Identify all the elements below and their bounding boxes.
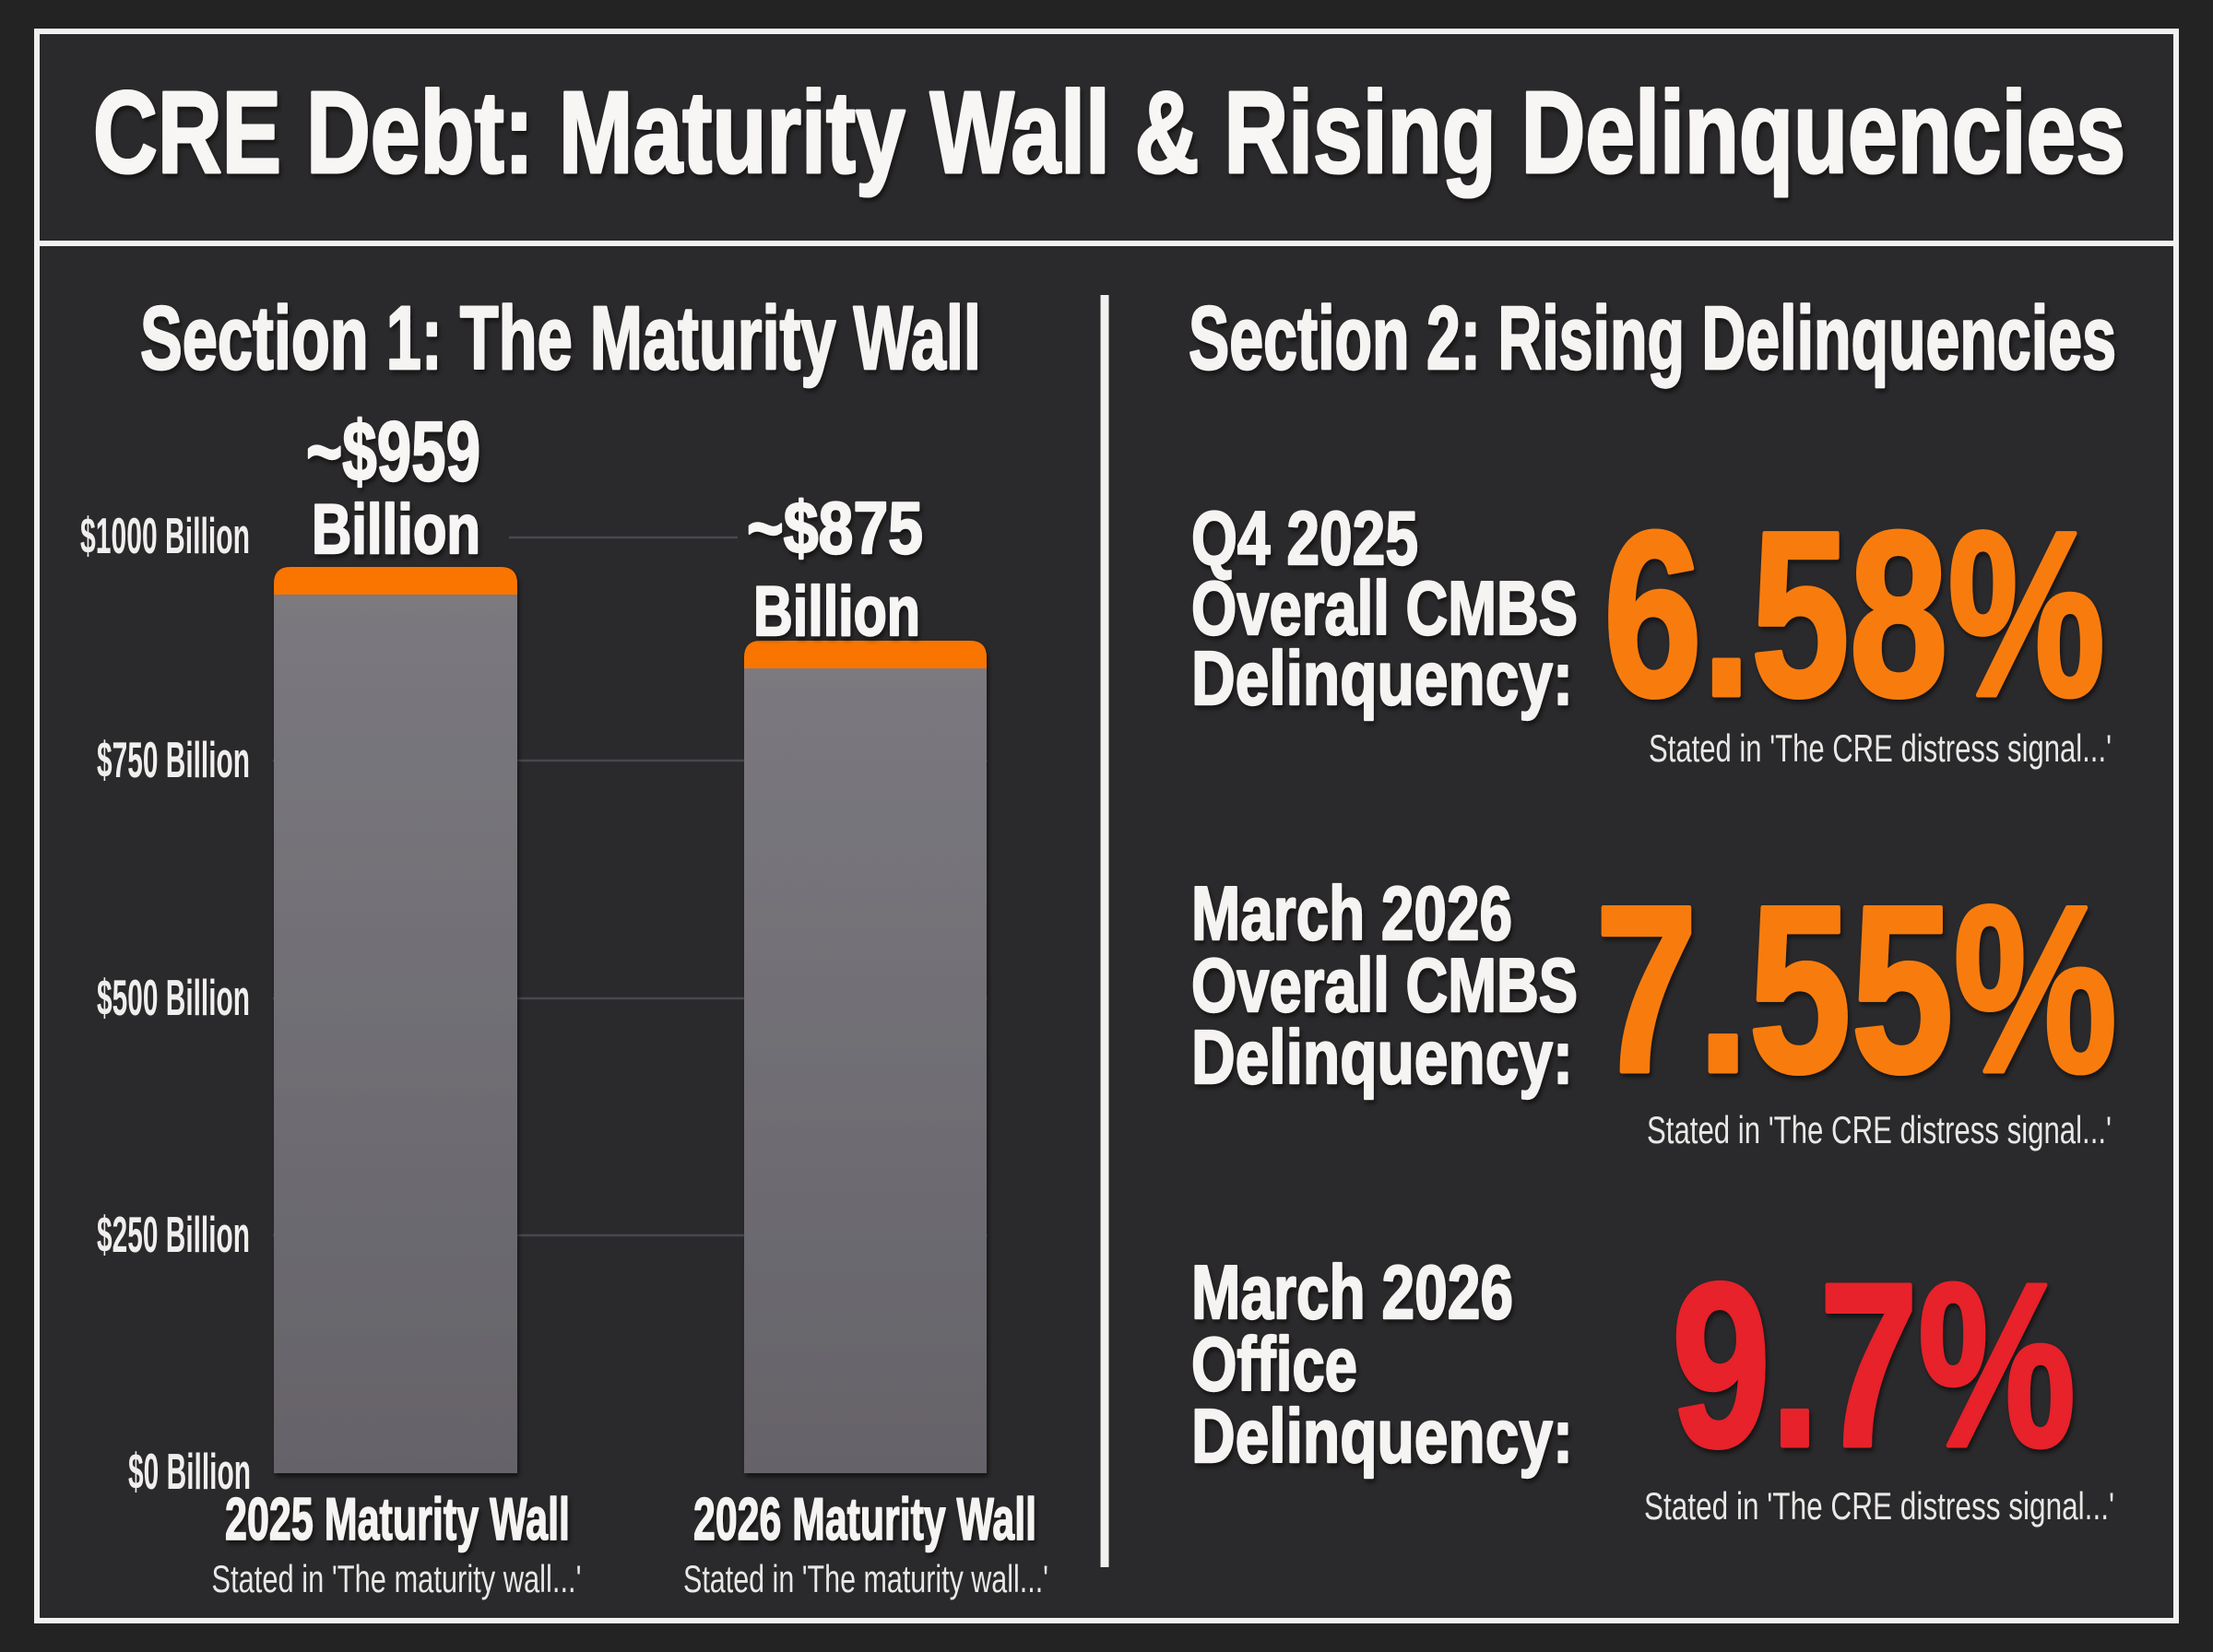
svg-text:Q4 2025: Q4 2025 <box>1191 495 1418 581</box>
svg-text:March 2026: March 2026 <box>1191 870 1512 956</box>
svg-text:Stated in 'The CRE distress si: Stated in 'The CRE distress signal...' <box>1647 1108 2112 1151</box>
svg-text:~$875: ~$875 <box>747 487 923 569</box>
svg-text:Office: Office <box>1191 1321 1357 1407</box>
svg-text:$1000 Billion: $1000 Billion <box>80 507 250 564</box>
svg-text:CRE Debt: Maturity Wall & Risi: CRE Debt: Maturity Wall & Rising Delinqu… <box>93 67 2125 197</box>
svg-text:Delinquency:: Delinquency: <box>1191 1393 1573 1479</box>
svg-text:$0 Billion: $0 Billion <box>128 1443 251 1500</box>
svg-text:Billion: Billion <box>312 490 480 569</box>
svg-text:Delinquency:: Delinquency: <box>1191 635 1573 721</box>
svg-text:2026 Maturity Wall: 2026 Maturity Wall <box>693 1485 1036 1552</box>
svg-text:March 2026: March 2026 <box>1191 1249 1513 1335</box>
svg-text:Stated in 'The maturity wall..: Stated in 'The maturity wall...' <box>683 1557 1048 1600</box>
svg-text:Billion: Billion <box>753 572 920 651</box>
svg-text:2025 Maturity Wall: 2025 Maturity Wall <box>225 1485 570 1552</box>
svg-text:~$959: ~$959 <box>306 405 480 499</box>
svg-text:Overall CMBS: Overall CMBS <box>1191 565 1578 651</box>
svg-text:Stated in 'The CRE distress si: Stated in 'The CRE distress signal...' <box>1649 726 2112 770</box>
svg-text:$750 Billion: $750 Billion <box>97 731 250 788</box>
svg-text:7.55%: 7.55% <box>1595 856 2117 1122</box>
svg-text:9.7%: 9.7% <box>1672 1234 2076 1495</box>
svg-text:Section 1: The Maturity Wall: Section 1: The Maturity Wall <box>140 288 981 388</box>
svg-text:Stated in 'The CRE distress si: Stated in 'The CRE distress signal...' <box>1644 1484 2114 1528</box>
svg-text:$250 Billion: $250 Billion <box>97 1206 250 1263</box>
svg-text:Section 2: Rising Delinquencie: Section 2: Rising Delinquencies <box>1189 288 2116 388</box>
svg-text:Overall CMBS: Overall CMBS <box>1191 942 1578 1028</box>
svg-text:Stated in 'The maturity wall..: Stated in 'The maturity wall...' <box>212 1557 582 1600</box>
svg-text:6.58%: 6.58% <box>1604 483 2105 746</box>
svg-text:Delinquency:: Delinquency: <box>1191 1014 1573 1100</box>
svg-text:$500 Billion: $500 Billion <box>97 969 250 1026</box>
